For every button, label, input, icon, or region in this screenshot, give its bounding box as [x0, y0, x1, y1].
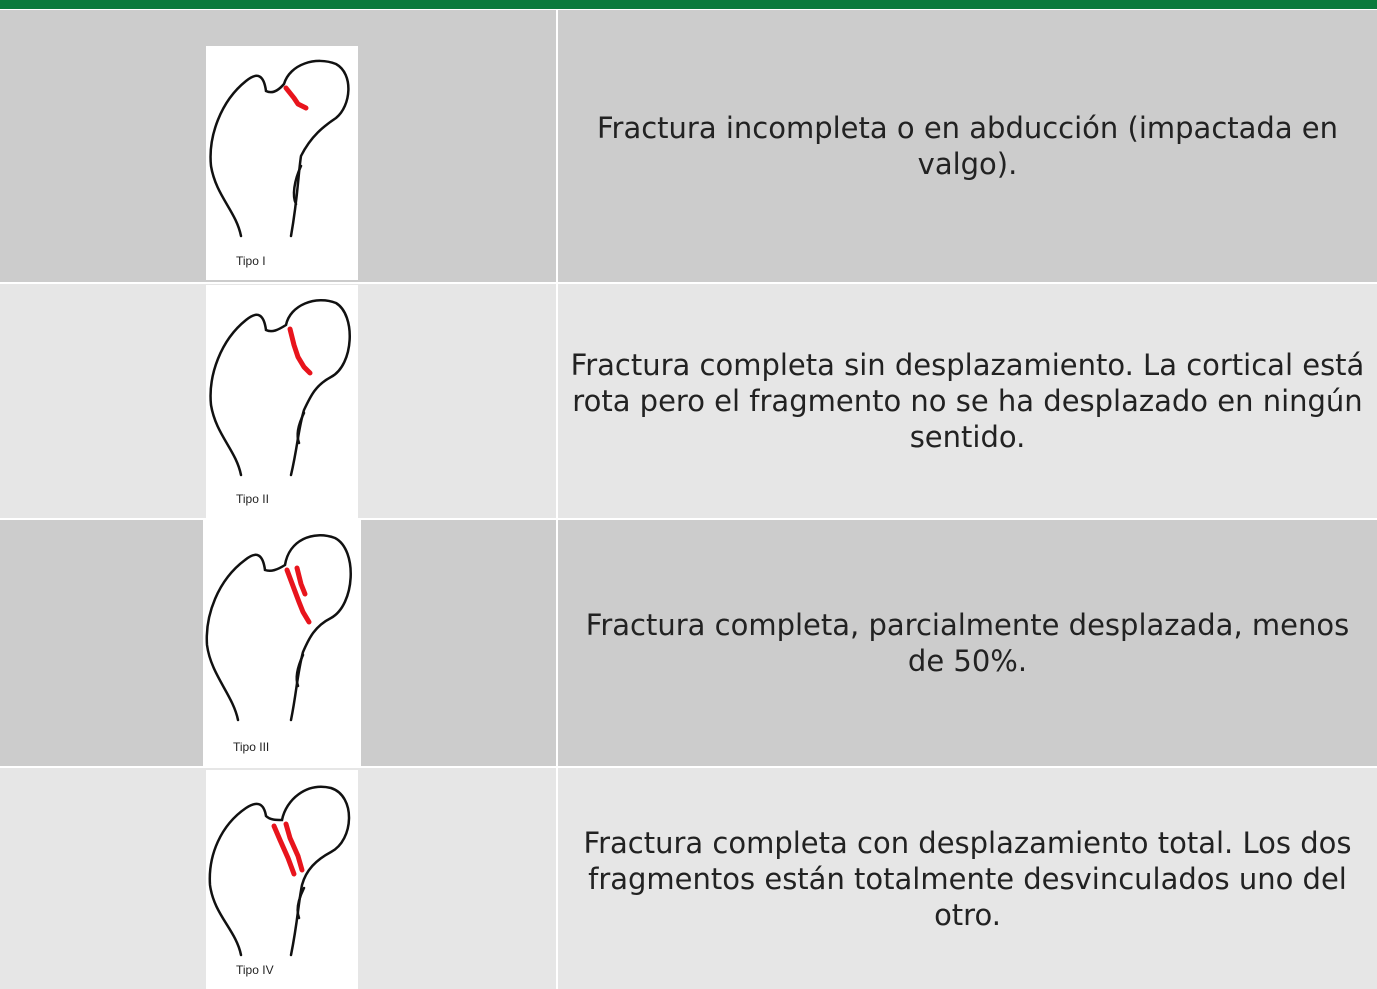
- figure: Tipo II: [206, 285, 358, 518]
- description: Fractura completa, parcialmente desplaza…: [585, 608, 1350, 678]
- description: Fractura completa con desplazamiento tot…: [583, 825, 1352, 932]
- column-divider: [556, 284, 558, 518]
- description: Fractura incompleta o en abducción (impa…: [596, 111, 1339, 181]
- figure: Tipo III: [203, 520, 361, 766]
- figure-caption: Tipo II: [236, 492, 269, 506]
- column-divider: [556, 10, 558, 282]
- femur-drawing: [209, 59, 350, 238]
- column-divider: [556, 520, 558, 766]
- table-row: Tipo II Fractura completa sin desplazami…: [0, 284, 1377, 518]
- figure: Tipo IV: [206, 770, 358, 989]
- column-divider: [556, 768, 558, 989]
- table-row: Tipo I Fractura incompleta o en abducció…: [0, 10, 1377, 282]
- femur-drawing: [209, 298, 351, 477]
- figure-caption: Tipo I: [236, 254, 266, 268]
- table-row: Tipo III Fractura completa, parcialmente…: [0, 520, 1377, 766]
- figure: Tipo I: [206, 46, 358, 280]
- figure-caption: Tipo IV: [236, 963, 274, 977]
- femur-drawing: [208, 785, 351, 957]
- table-row: Tipo IV Fractura completa con desplazami…: [0, 768, 1377, 989]
- description: Fractura completa sin desplazamiento. La…: [570, 348, 1365, 454]
- femur-drawing: [205, 534, 352, 722]
- header-bar: [0, 0, 1377, 9]
- figure-caption: Tipo III: [233, 740, 270, 754]
